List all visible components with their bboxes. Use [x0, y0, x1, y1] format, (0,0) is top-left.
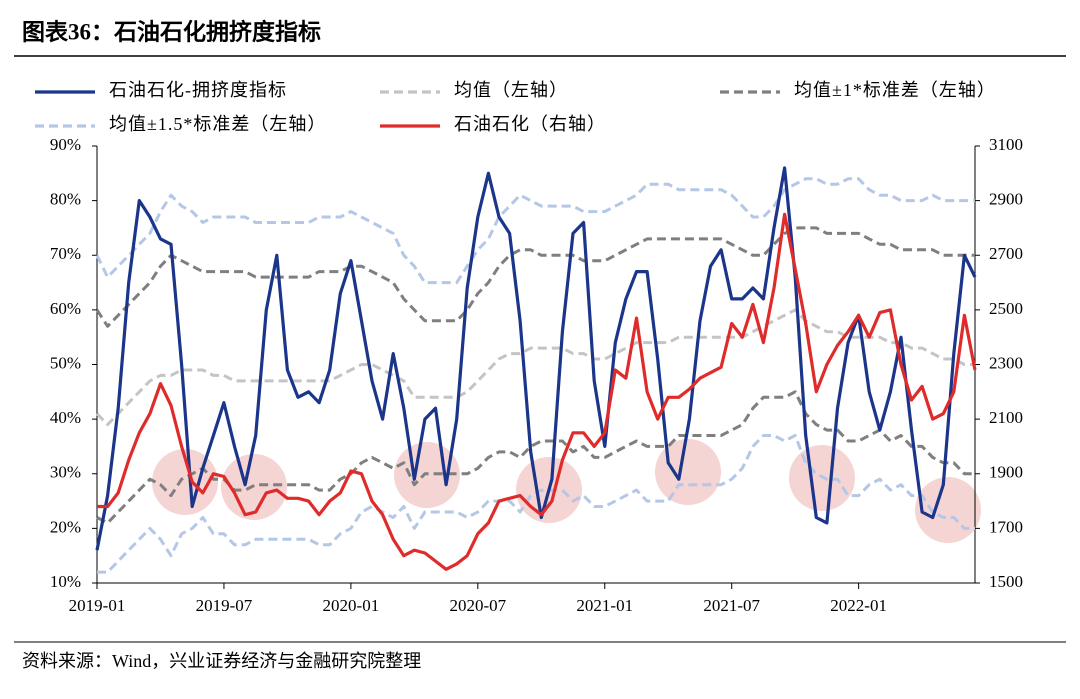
- y-tick-label: 50%: [50, 353, 81, 372]
- series-line: [95, 308, 975, 427]
- y-tick-label: 60%: [50, 299, 81, 318]
- y-tick-label: 20%: [50, 517, 81, 536]
- y2-tick-label: 2700: [989, 244, 1023, 263]
- highlight-circle: [915, 477, 981, 543]
- y-tick-label: 80%: [50, 190, 81, 209]
- y-tick-label: 10%: [50, 572, 81, 591]
- series-line: [95, 226, 975, 328]
- y2-tick-label: 1500: [989, 572, 1023, 591]
- y2-tick-label: 2300: [989, 353, 1023, 372]
- y2-tick-label: 2900: [989, 190, 1023, 209]
- y-tick-label: 40%: [50, 408, 81, 427]
- source-note: 资料来源：Wind，兴业证券经济与金融研究院整理: [22, 651, 421, 671]
- x-tick-label: 2020-01: [323, 596, 380, 615]
- y-tick-label: 30%: [50, 463, 81, 482]
- legend-label: 石油石化（右轴）: [454, 114, 606, 134]
- legend-label: 均值±1*标准差（左轴）: [794, 80, 996, 100]
- y2-tick-label: 3100: [989, 135, 1023, 154]
- y2-tick-label: 2500: [989, 299, 1023, 318]
- x-tick-label: 2019-01: [69, 596, 126, 615]
- highlight-circle: [152, 449, 218, 515]
- series-line: [97, 212, 977, 571]
- x-tick-label: 2022-01: [830, 596, 887, 615]
- legend-label: 石油石化-拥挤度指标: [109, 80, 287, 100]
- series-line: [95, 166, 977, 551]
- y-tick-label: 70%: [50, 244, 81, 263]
- highlight-circle: [655, 439, 721, 505]
- y2-tick-label: 1700: [989, 517, 1023, 536]
- legend-label: 均值±1.5*标准差（左轴）: [109, 114, 326, 134]
- x-tick-label: 2021-07: [703, 596, 760, 615]
- series-line: [95, 177, 975, 285]
- x-tick-label: 2020-07: [449, 596, 506, 615]
- series-line: [96, 390, 975, 525]
- legend-label: 均值（左轴）: [454, 80, 568, 100]
- y-tick-label: 90%: [50, 135, 81, 154]
- y2-tick-label: 2100: [989, 408, 1023, 427]
- y2-tick-label: 1900: [989, 463, 1023, 482]
- chart-title: 图表36：石油石化拥挤度指标: [22, 18, 321, 44]
- x-tick-label: 2019-07: [196, 596, 253, 615]
- x-tick-label: 2021-01: [576, 596, 633, 615]
